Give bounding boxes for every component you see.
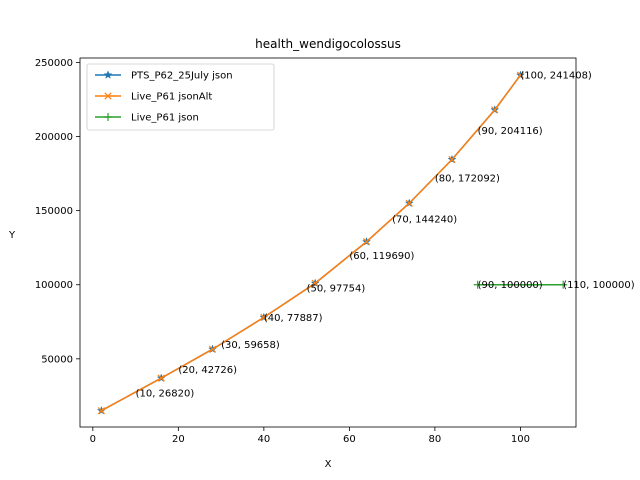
annotations: (10, 26820) (20, 42726) (30, 59658) (40, 77… bbox=[136, 71, 635, 400]
y-tick-label: 50000 bbox=[41, 354, 73, 365]
legend-label: PTS_P62_25July json bbox=[131, 71, 233, 82]
data-label: (90, 100000) bbox=[478, 280, 543, 291]
data-label: (90, 204116) bbox=[478, 126, 543, 137]
series-2 bbox=[97, 71, 525, 415]
plot-area: (10, 26820) (20, 42726) (30, 59658) (40, 77… bbox=[96, 70, 635, 415]
legend-marker bbox=[103, 70, 113, 79]
legend-item: Live_P61 json bbox=[95, 113, 199, 124]
data-point bbox=[491, 106, 499, 114]
series-group bbox=[96, 70, 568, 415]
data-label: (20, 42726) bbox=[178, 365, 237, 376]
data-label: (110, 100000) bbox=[563, 280, 635, 291]
y-tick-label: 200000 bbox=[35, 132, 73, 143]
data-point bbox=[97, 407, 106, 415]
data-point bbox=[405, 199, 413, 207]
y-tick-label: 100000 bbox=[35, 280, 73, 291]
data-label: (30, 59658) bbox=[221, 340, 280, 351]
legend-box bbox=[86, 63, 275, 131]
legend: PTS_P62_25July json Live_P61 jsonAlt Live_… bbox=[86, 63, 275, 131]
x-tick-label: 40 bbox=[257, 434, 270, 445]
series-3 bbox=[473, 280, 568, 289]
x-tick-label: 80 bbox=[429, 434, 442, 445]
data-label: (10, 26820) bbox=[136, 389, 195, 400]
data-point bbox=[559, 280, 568, 289]
x-axis-label: X bbox=[325, 459, 332, 470]
data-point bbox=[516, 71, 525, 79]
data-label: (80, 172092) bbox=[435, 173, 500, 184]
x-tick-label: 20 bbox=[172, 434, 185, 445]
x-tick-label: 0 bbox=[90, 434, 96, 445]
data-label: (60, 119690) bbox=[349, 251, 414, 262]
data-point bbox=[362, 238, 371, 246]
legend-marker bbox=[104, 92, 112, 100]
x-tick-label: 60 bbox=[343, 434, 356, 445]
data-point bbox=[473, 280, 482, 289]
data-label: (50, 97754) bbox=[307, 284, 366, 295]
data-label: (40, 77887) bbox=[264, 313, 323, 324]
x-tick-label: 100 bbox=[511, 434, 530, 445]
y-axis-label: Y bbox=[8, 230, 16, 241]
legend-item: Live_P61 jsonAlt bbox=[95, 92, 212, 103]
data-point bbox=[311, 279, 319, 287]
legend-item: PTS_P62_25July json bbox=[95, 70, 233, 82]
data-label: (70, 144240) bbox=[392, 215, 457, 226]
data-point bbox=[260, 313, 268, 321]
legend-label: Live_P61 jsonAlt bbox=[131, 92, 212, 103]
chart-title: health_wendigocolossus bbox=[255, 37, 401, 51]
axes-frame bbox=[79, 57, 577, 428]
series-line bbox=[101, 74, 522, 412]
legend-label: Live_P61 json bbox=[131, 113, 199, 124]
y-tick-label: 250000 bbox=[35, 58, 73, 69]
y-tick-label: 150000 bbox=[35, 206, 73, 217]
data-point bbox=[208, 345, 217, 353]
data-point bbox=[157, 374, 165, 382]
legend-marker bbox=[104, 113, 112, 121]
data-label: (100, 241408) bbox=[520, 71, 592, 82]
data-point bbox=[448, 155, 456, 164]
x-axis: 0 20 40 60 80 100 bbox=[90, 427, 530, 445]
y-axis: 50000 100000 150000 200000 250000 bbox=[35, 58, 80, 365]
